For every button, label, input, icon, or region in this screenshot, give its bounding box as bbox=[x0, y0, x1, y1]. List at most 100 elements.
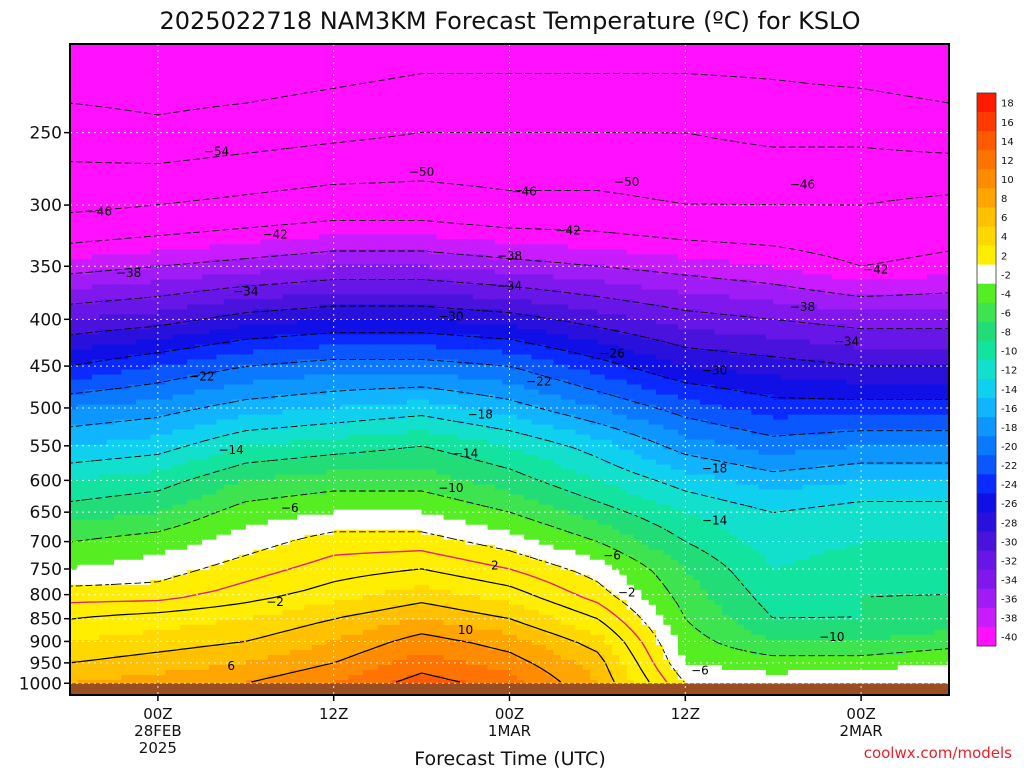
field-cell bbox=[106, 159, 115, 165]
field-cell bbox=[311, 184, 320, 190]
field-cell bbox=[919, 199, 928, 205]
field-cell bbox=[91, 134, 100, 140]
field-cell bbox=[560, 79, 569, 85]
field-cell bbox=[326, 199, 335, 205]
field-cell bbox=[853, 219, 862, 225]
field-cell bbox=[509, 224, 518, 230]
field-cell bbox=[113, 79, 122, 85]
field-cell bbox=[363, 134, 371, 140]
field-cell bbox=[802, 169, 811, 175]
field-cell bbox=[421, 169, 430, 175]
field-cell bbox=[172, 154, 181, 160]
field-cell bbox=[516, 174, 525, 180]
field-cell bbox=[524, 169, 533, 175]
field-cell bbox=[502, 164, 511, 170]
field-cell bbox=[480, 144, 489, 150]
field-cell bbox=[699, 144, 708, 150]
field-cell bbox=[875, 224, 884, 230]
field-cell bbox=[428, 194, 437, 200]
field-cell bbox=[699, 119, 708, 125]
field-cell bbox=[612, 189, 620, 195]
field-cell bbox=[641, 119, 650, 125]
field-cell bbox=[934, 129, 943, 135]
field-cell bbox=[707, 204, 716, 210]
field-cell bbox=[890, 69, 899, 75]
field-cell bbox=[231, 169, 240, 175]
field-cell bbox=[743, 109, 752, 115]
field-cell bbox=[363, 64, 371, 70]
field-cell bbox=[106, 54, 115, 60]
field-cell bbox=[238, 174, 247, 180]
field-cell bbox=[516, 114, 525, 120]
field-cell bbox=[406, 224, 415, 230]
field-cell bbox=[861, 124, 870, 130]
field-cell bbox=[809, 209, 818, 215]
field-cell bbox=[509, 99, 518, 105]
field-cell bbox=[289, 164, 298, 170]
field-cell bbox=[223, 134, 232, 140]
field-cell bbox=[84, 164, 93, 170]
field-cell bbox=[216, 64, 225, 70]
field-cell bbox=[231, 59, 240, 65]
field-cell bbox=[853, 59, 862, 65]
field-cell bbox=[868, 139, 877, 145]
field-cell bbox=[714, 119, 723, 125]
field-cell bbox=[531, 49, 540, 55]
field-cell bbox=[472, 229, 481, 235]
field-cell bbox=[231, 114, 240, 120]
field-cell bbox=[626, 134, 635, 140]
field-cell bbox=[553, 94, 562, 100]
field-cell bbox=[377, 109, 386, 115]
field-cell bbox=[919, 119, 928, 125]
field-cell bbox=[392, 204, 401, 210]
field-cell bbox=[568, 64, 577, 70]
field-cell bbox=[751, 239, 760, 245]
field-cell bbox=[714, 179, 723, 185]
field-cell bbox=[187, 114, 196, 120]
field-cell bbox=[839, 89, 848, 95]
field-cell bbox=[99, 194, 108, 200]
field-cell bbox=[333, 74, 342, 80]
field-cell bbox=[809, 44, 818, 50]
field-cell bbox=[941, 194, 949, 200]
field-cell bbox=[597, 204, 606, 210]
field-cell bbox=[685, 229, 694, 235]
field-cell bbox=[787, 199, 796, 205]
field-cell bbox=[538, 169, 547, 175]
field-cell bbox=[546, 79, 555, 85]
field-cell bbox=[231, 129, 240, 135]
field-cell bbox=[99, 179, 108, 185]
field-cell bbox=[626, 69, 635, 75]
field-cell bbox=[502, 234, 511, 240]
field-cell bbox=[802, 179, 811, 185]
field-cell bbox=[831, 234, 840, 240]
field-cell bbox=[670, 219, 679, 225]
field-cell bbox=[392, 249, 401, 255]
field-cell bbox=[575, 149, 584, 155]
field-cell bbox=[721, 159, 730, 165]
field-cell bbox=[77, 64, 86, 70]
field-cell bbox=[780, 174, 789, 180]
field-cell bbox=[846, 74, 855, 80]
field-cell bbox=[392, 94, 401, 100]
field-cell bbox=[934, 119, 943, 125]
field-cell bbox=[714, 94, 723, 100]
field-cell bbox=[875, 54, 884, 60]
field-cell bbox=[699, 159, 708, 165]
field-cell bbox=[253, 84, 262, 90]
field-cell bbox=[809, 54, 818, 60]
field-cell bbox=[941, 139, 949, 145]
field-cell bbox=[612, 69, 620, 75]
field-cell bbox=[458, 154, 467, 160]
field-cell bbox=[289, 89, 298, 95]
field-cell bbox=[260, 209, 269, 215]
field-cell bbox=[875, 244, 884, 250]
field-cell bbox=[758, 69, 767, 75]
field-cell bbox=[135, 244, 144, 250]
field-cell bbox=[165, 49, 174, 55]
field-cell bbox=[590, 184, 598, 190]
field-cell bbox=[824, 49, 833, 55]
field-cell bbox=[905, 179, 913, 185]
field-cell bbox=[575, 49, 584, 55]
field-cell bbox=[590, 204, 598, 210]
